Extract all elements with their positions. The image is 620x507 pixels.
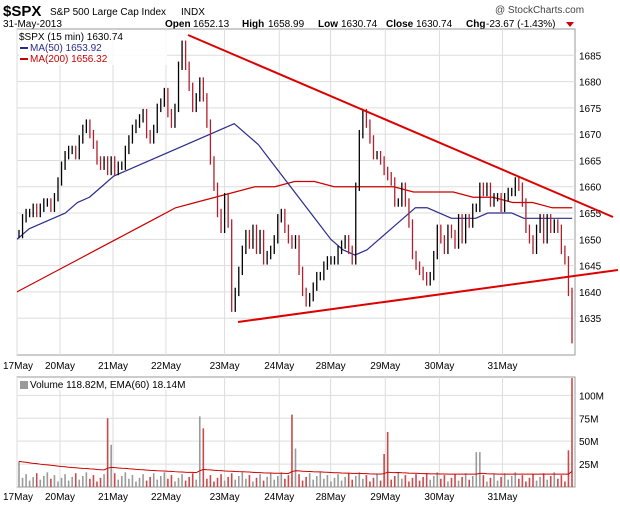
ma50-series: [16, 123, 573, 256]
volume-x-tick-label: 23May: [210, 492, 240, 503]
price-x-tick-label: 28May: [316, 361, 346, 372]
change-label: Chg: [466, 19, 485, 30]
watermark: @ StockCharts.com: [495, 5, 584, 16]
high-label: High: [242, 19, 264, 30]
volume-y-axis: 25M 50M 75M 100M: [579, 391, 604, 471]
legend-box: [19, 31, 167, 65]
index-name: S&P 500 Large Cap Index: [50, 7, 166, 18]
volume-y-tick-label: 25M: [579, 460, 598, 471]
exchange-name: INDX: [181, 7, 205, 18]
volume-bars: [18, 378, 573, 487]
upper-trendline: [187, 34, 614, 218]
price-y-tick-label: 1660: [579, 183, 602, 194]
down-arrow-icon: [566, 22, 574, 27]
volume-y-tick-label: 75M: [579, 414, 598, 425]
price-x-tick-label: 21May: [98, 361, 128, 372]
change-value: -23.67 (-1.43%): [486, 19, 555, 30]
chart-date: 31-May-2013: [3, 19, 62, 30]
volume-y-tick-label: 100M: [579, 391, 604, 402]
price-x-tick-label: 30May: [424, 361, 454, 372]
open-value: 1652.13: [193, 19, 230, 30]
volume-y-tick-label: 50M: [579, 437, 598, 448]
price-y-tick-label: 1675: [579, 104, 602, 115]
volume-x-tick-label: 22May: [151, 492, 181, 503]
legend-price: $SPX (15 min) 1630.74: [19, 32, 123, 43]
price-series: [18, 40, 573, 344]
price-panel: [16, 28, 576, 356]
low-value: 1630.74: [341, 19, 378, 30]
price-x-tick-label: 31May: [487, 361, 517, 372]
volume-ema-line: [18, 460, 573, 475]
price-x-tick-label: 23May: [210, 361, 240, 372]
price-y-tick-label: 1685: [579, 51, 602, 62]
close-label: Close: [386, 19, 414, 30]
price-y-tick-label: 1680: [579, 78, 602, 89]
volume-x-tick-label: 20May: [45, 492, 75, 503]
volume-x-axis: 17May 20May 21May 22May 23May 24May 28May 29May…: [3, 492, 517, 503]
legend-volume: Volume 118.82M, EMA(60) 18.14M: [30, 380, 185, 391]
volume-ema-series: [18, 460, 573, 475]
price-x-axis: 17May 20May 21May 22May 23May 24May 28May 29May…: [3, 361, 517, 372]
volume-x-tick-label: 31May: [487, 492, 517, 503]
price-y-tick-label: 1635: [579, 314, 602, 325]
price-y-tick-label: 1655: [579, 209, 602, 220]
volume-x-tick-label: 17May: [3, 492, 33, 503]
price-y-tick-label: 1665: [579, 156, 602, 167]
price-x-tick-label: 22May: [151, 361, 181, 372]
high-value: 1658.99: [268, 19, 305, 30]
volume-legend-swatch: [20, 381, 28, 389]
price-y-tick-label: 1640: [579, 288, 602, 299]
symbol-title: $SPX: [3, 3, 41, 20]
legend-ma50: MA(50) 1653.92: [30, 43, 102, 54]
price-x-tick-label: 20May: [45, 361, 75, 372]
price-y-tick-label: 1650: [579, 235, 602, 246]
lower-trendline: [237, 269, 619, 323]
price-x-tick-label: 24May: [264, 361, 294, 372]
volume-x-tick-label: 30May: [424, 492, 454, 503]
price-y-tick-label: 1670: [579, 130, 602, 141]
low-label: Low: [318, 19, 338, 30]
price-x-tick-label: 17May: [3, 361, 33, 372]
volume-x-tick-label: 28May: [316, 492, 346, 503]
volume-x-tick-label: 21May: [98, 492, 128, 503]
volume-x-tick-label: 24May: [264, 492, 294, 503]
close-value: 1630.74: [416, 19, 453, 30]
price-y-tick-label: 1645: [579, 262, 602, 273]
volume-x-tick-label: 29May: [370, 492, 400, 503]
legend-ma200: MA(200) 1656.32: [30, 54, 108, 65]
price-y-axis: 1635 1640 1645 1650 1655 1660 1665 1670 1675 1680…: [579, 51, 602, 325]
price-x-tick-label: 29May: [370, 361, 400, 372]
ma50-line: [16, 123, 573, 256]
open-label: Open: [165, 19, 191, 30]
volume-legend-box: [19, 379, 219, 390]
